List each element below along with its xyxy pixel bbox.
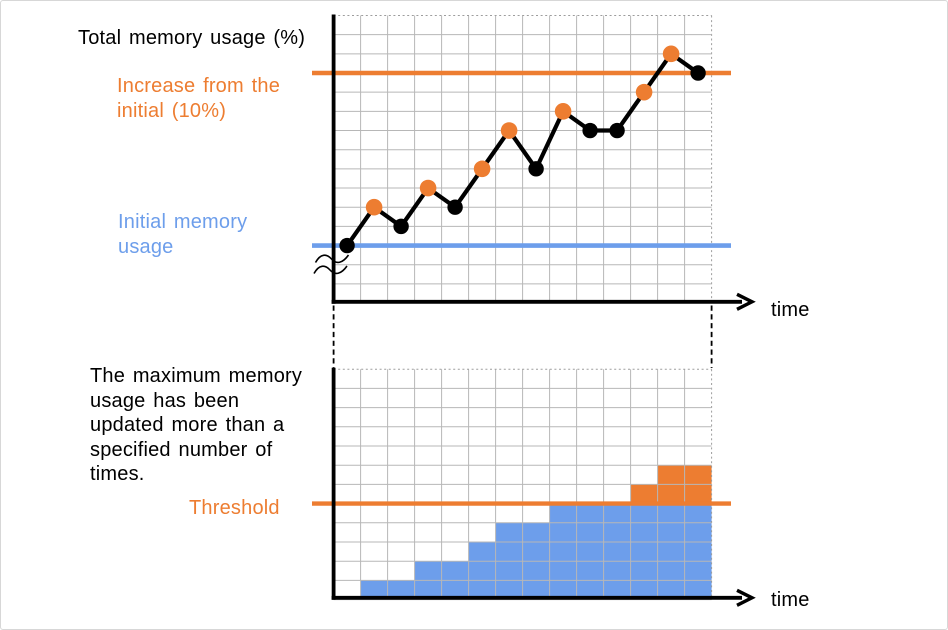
bottom-chart-description: The maximum memory usage has been update… <box>90 364 302 487</box>
initial-label-line2: usage <box>118 236 174 258</box>
top-chart-axes-arrow <box>736 292 756 311</box>
bar-below-threshold <box>630 503 658 600</box>
bar-below-threshold <box>360 580 388 600</box>
data-point-new-max <box>635 83 653 101</box>
bar-below-threshold <box>684 503 712 600</box>
description-line3: updated more than a <box>90 414 285 437</box>
data-point-new-max <box>554 103 572 120</box>
data-point <box>582 122 598 139</box>
bar-below-threshold <box>603 503 631 600</box>
data-point-new-max <box>500 122 518 139</box>
bottom-time-axis-label: time <box>771 589 810 611</box>
data-point-new-max <box>365 198 383 216</box>
data-point-new-max <box>662 45 680 63</box>
axis-break-squiggle <box>313 254 350 275</box>
data-point <box>528 161 544 177</box>
usage-count-bars <box>360 465 712 600</box>
initial-memory-label: Initial memory usage <box>118 210 247 260</box>
threshold-label: Threshold <box>189 497 280 519</box>
initial-label-line1: Initial memory <box>118 211 248 233</box>
description-line5: times. <box>90 463 145 486</box>
top-time-axis-label: time <box>771 299 810 321</box>
bar-above-threshold <box>630 484 658 504</box>
description-line2: usage has been <box>90 389 240 412</box>
data-point-new-max <box>473 160 491 178</box>
bar-below-threshold <box>549 503 577 600</box>
bottom-chart-axes-arrow <box>736 588 756 607</box>
data-point <box>339 237 355 254</box>
bottom-chart-axes <box>331 367 756 607</box>
increase-label-line1: Increase from the <box>117 75 281 97</box>
data-points <box>339 45 706 254</box>
description-line1: The maximum memory <box>90 365 303 387</box>
bar-below-threshold <box>657 503 685 600</box>
increase-label-line2: initial (10%) <box>117 100 227 122</box>
data-point <box>447 199 463 215</box>
data-point-new-max <box>419 179 437 197</box>
description-line4: specified number of <box>90 438 273 461</box>
bar-below-threshold <box>387 580 415 600</box>
top-chart-axes <box>331 14 756 311</box>
data-point <box>393 218 409 235</box>
top-chart-title: Total memory usage (%) <box>78 27 306 49</box>
bar-below-threshold <box>468 542 496 600</box>
top-chart-grid <box>333 15 713 304</box>
bar-below-threshold <box>576 503 604 600</box>
increase-from-initial-label: Increase from the initial (10%) <box>117 74 280 124</box>
data-point <box>690 65 706 81</box>
data-point <box>609 122 625 139</box>
